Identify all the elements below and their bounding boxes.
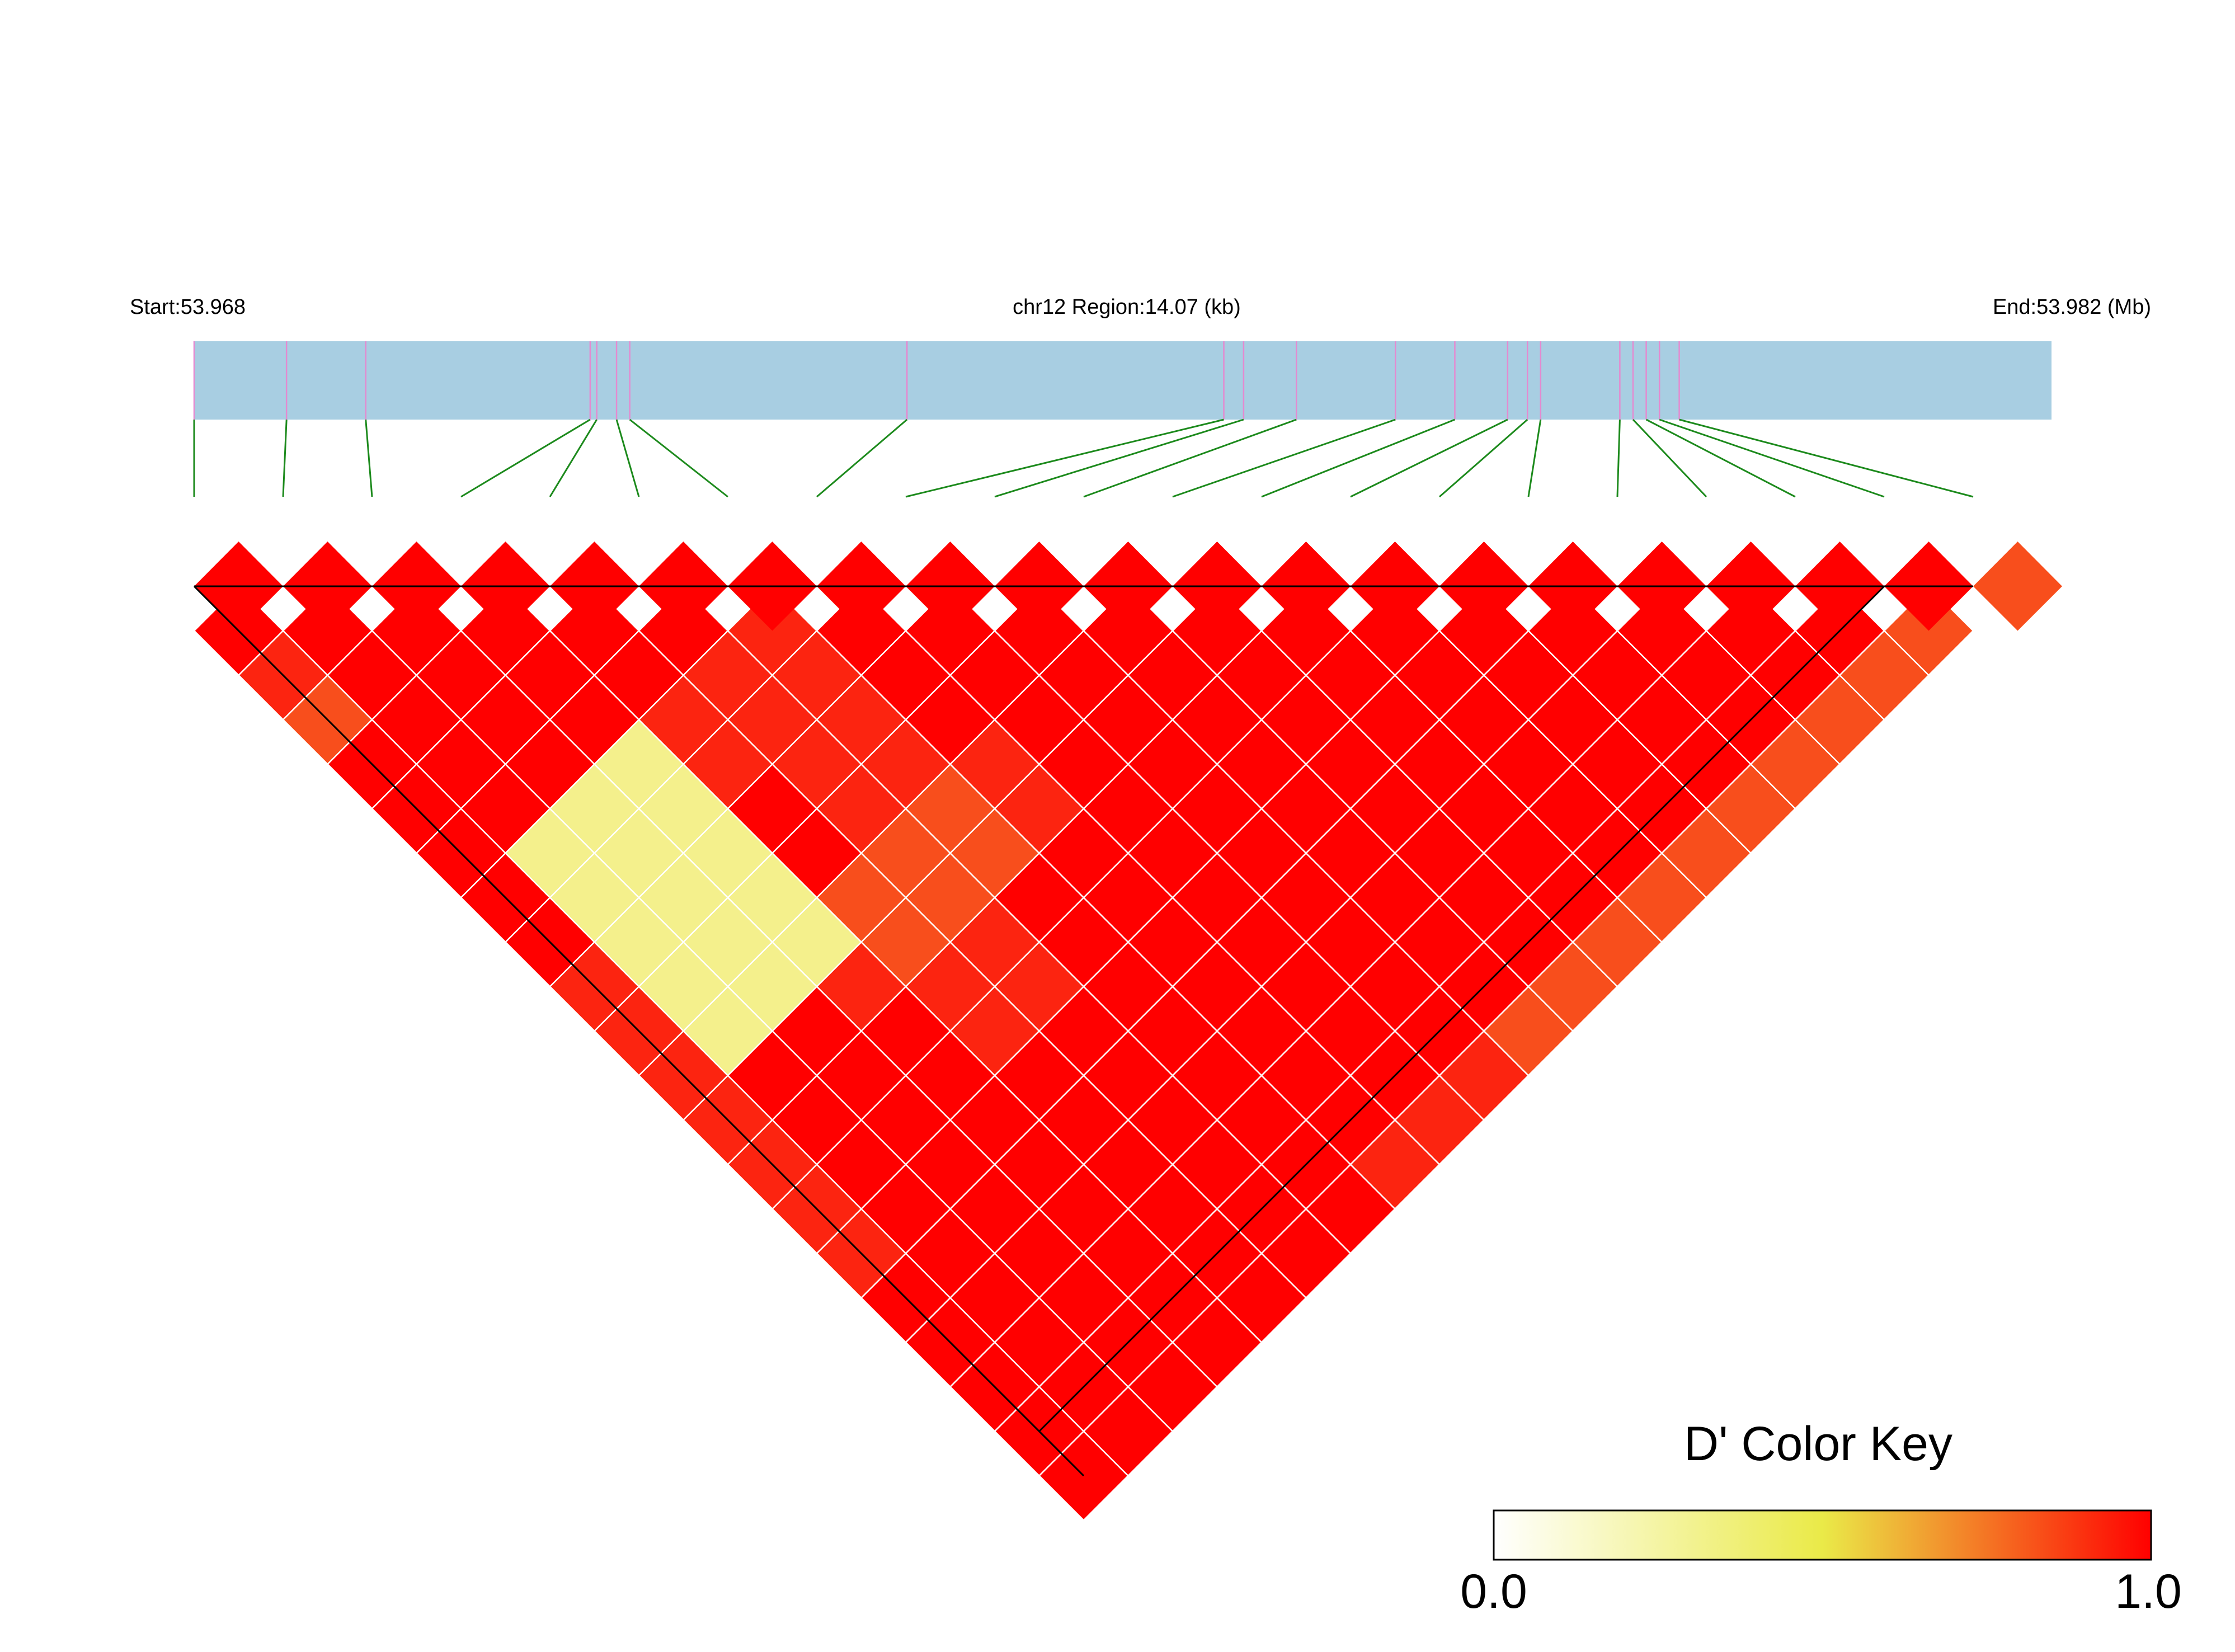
triangle-outline xyxy=(193,585,1973,1477)
snp-connector-line xyxy=(1261,418,1456,498)
snp-connector-line xyxy=(994,418,1244,498)
color-key-title: D' Color Key xyxy=(1684,1417,1952,1471)
region-start-label: Start:53.968 xyxy=(130,295,246,319)
snp-connector-line xyxy=(460,418,591,498)
region-bar xyxy=(194,341,2052,420)
color-key-bar xyxy=(1493,1509,2152,1561)
snp-connector-line xyxy=(1632,418,1707,498)
snp-connector-line xyxy=(1350,418,1508,498)
snp-connector-line xyxy=(905,418,1224,498)
snp-connector-line xyxy=(1659,418,1885,498)
region-title-label: chr12 Region:14.07 (kb) xyxy=(1013,295,1241,319)
snp-connector-line xyxy=(1645,418,1796,498)
snp-connector-line xyxy=(615,419,640,497)
color-key-max-label: 1.0 xyxy=(2115,1565,2182,1618)
snp-connector-line xyxy=(1083,418,1297,498)
snp-connector-line xyxy=(1439,418,1528,498)
snp-connector-line xyxy=(1616,419,1621,497)
color-key-min-label: 0.0 xyxy=(1460,1565,1527,1618)
snp-connector-line xyxy=(1679,418,1974,498)
snp-connector-line xyxy=(549,419,597,497)
snp-connector-line xyxy=(629,418,728,498)
top-diamond xyxy=(1973,542,2062,631)
snp-connector-line xyxy=(282,419,288,497)
ld-cells xyxy=(193,585,1974,1522)
triangle-left-edge xyxy=(193,585,1085,1477)
snp-ticks xyxy=(193,341,1680,420)
region-end-label: End:53.982 (Mb) xyxy=(1993,295,2151,319)
snp-connector-lines xyxy=(193,418,1974,498)
snp-connector-line xyxy=(1527,419,1542,497)
snp-connector-line xyxy=(365,419,373,497)
snp-connector-line xyxy=(1172,418,1396,498)
snp-connector-line xyxy=(816,418,908,498)
triangle-right-edge xyxy=(1038,585,1885,1432)
